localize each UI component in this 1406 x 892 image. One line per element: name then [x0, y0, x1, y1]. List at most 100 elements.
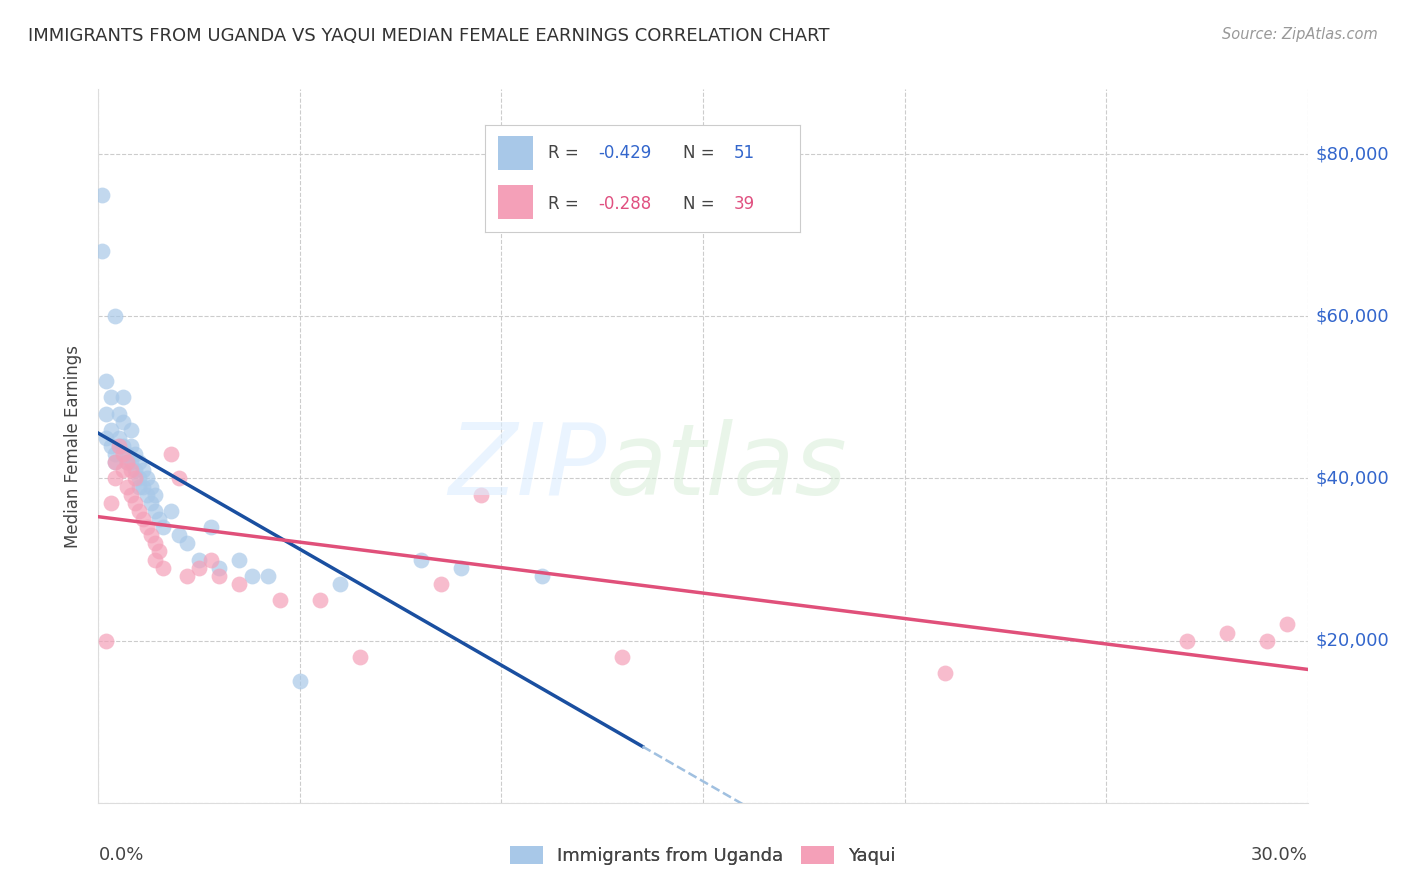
- Point: [139, 496, 162, 510]
- Point: [96, 374, 118, 388]
- Point: [120, 455, 142, 469]
- Point: [240, 568, 263, 582]
- Point: [409, 552, 432, 566]
- Point: [160, 447, 183, 461]
- Point: [329, 577, 352, 591]
- Point: [128, 479, 150, 493]
- Point: [115, 479, 138, 493]
- Point: [103, 455, 125, 469]
- Y-axis label: Median Female Earnings: Median Female Earnings: [65, 344, 83, 548]
- Point: [120, 439, 142, 453]
- Point: [208, 568, 231, 582]
- Point: [96, 407, 118, 421]
- Point: [132, 512, 155, 526]
- Point: [228, 577, 250, 591]
- Point: [135, 488, 157, 502]
- Point: [148, 512, 170, 526]
- Point: [107, 439, 129, 453]
- Point: [530, 568, 553, 582]
- Point: [430, 577, 453, 591]
- Point: [470, 488, 492, 502]
- Point: [288, 674, 311, 689]
- Point: [349, 649, 371, 664]
- Point: [188, 552, 211, 566]
- Point: [139, 528, 162, 542]
- Point: [612, 649, 634, 664]
- Point: [143, 552, 166, 566]
- Point: [148, 544, 170, 558]
- Point: [256, 568, 278, 582]
- Point: [120, 423, 142, 437]
- Point: [1175, 633, 1198, 648]
- Point: [269, 593, 291, 607]
- Point: [115, 447, 138, 461]
- Point: [167, 471, 190, 485]
- Legend: Immigrants from Uganda, Yaqui: Immigrants from Uganda, Yaqui: [503, 838, 903, 872]
- Point: [115, 455, 138, 469]
- Point: [120, 488, 142, 502]
- Point: [111, 439, 134, 453]
- Text: Source: ZipAtlas.com: Source: ZipAtlas.com: [1222, 27, 1378, 42]
- Point: [160, 504, 183, 518]
- Text: 0.0%: 0.0%: [98, 846, 143, 863]
- Point: [124, 463, 146, 477]
- Point: [143, 504, 166, 518]
- Point: [124, 496, 146, 510]
- Point: [124, 447, 146, 461]
- Point: [100, 423, 122, 437]
- Text: 30.0%: 30.0%: [1251, 846, 1308, 863]
- Point: [120, 463, 142, 477]
- Point: [96, 431, 118, 445]
- Point: [100, 390, 122, 404]
- Point: [111, 447, 134, 461]
- Point: [103, 447, 125, 461]
- Point: [107, 439, 129, 453]
- Point: [200, 520, 222, 534]
- Point: [143, 536, 166, 550]
- Point: [124, 471, 146, 485]
- Text: $60,000: $60,000: [1316, 307, 1389, 326]
- Text: $40,000: $40,000: [1316, 469, 1389, 487]
- Point: [309, 593, 332, 607]
- Text: ZIP: ZIP: [449, 419, 606, 516]
- Text: IMMIGRANTS FROM UGANDA VS YAQUI MEDIAN FEMALE EARNINGS CORRELATION CHART: IMMIGRANTS FROM UGANDA VS YAQUI MEDIAN F…: [28, 27, 830, 45]
- Point: [132, 463, 155, 477]
- Point: [1256, 633, 1278, 648]
- Text: $80,000: $80,000: [1316, 145, 1389, 163]
- Point: [132, 479, 155, 493]
- Point: [1277, 617, 1299, 632]
- Point: [107, 407, 129, 421]
- Point: [934, 666, 956, 681]
- Point: [111, 390, 134, 404]
- Point: [176, 568, 198, 582]
- Point: [143, 488, 166, 502]
- Point: [103, 455, 125, 469]
- Point: [176, 536, 198, 550]
- Point: [208, 560, 231, 574]
- Point: [100, 496, 122, 510]
- Point: [128, 455, 150, 469]
- Point: [167, 528, 190, 542]
- Point: [103, 471, 125, 485]
- Point: [107, 431, 129, 445]
- Point: [135, 520, 157, 534]
- Point: [91, 187, 114, 202]
- Point: [228, 552, 250, 566]
- Point: [1216, 625, 1239, 640]
- Point: [128, 471, 150, 485]
- Point: [115, 455, 138, 469]
- Point: [450, 560, 472, 574]
- Text: $20,000: $20,000: [1316, 632, 1389, 649]
- Point: [111, 463, 134, 477]
- Point: [152, 560, 174, 574]
- Point: [139, 479, 162, 493]
- Point: [128, 504, 150, 518]
- Point: [103, 310, 125, 324]
- Point: [152, 520, 174, 534]
- Point: [96, 633, 118, 648]
- Point: [111, 415, 134, 429]
- Point: [91, 244, 114, 259]
- Point: [200, 552, 222, 566]
- Text: atlas: atlas: [606, 419, 848, 516]
- Point: [188, 560, 211, 574]
